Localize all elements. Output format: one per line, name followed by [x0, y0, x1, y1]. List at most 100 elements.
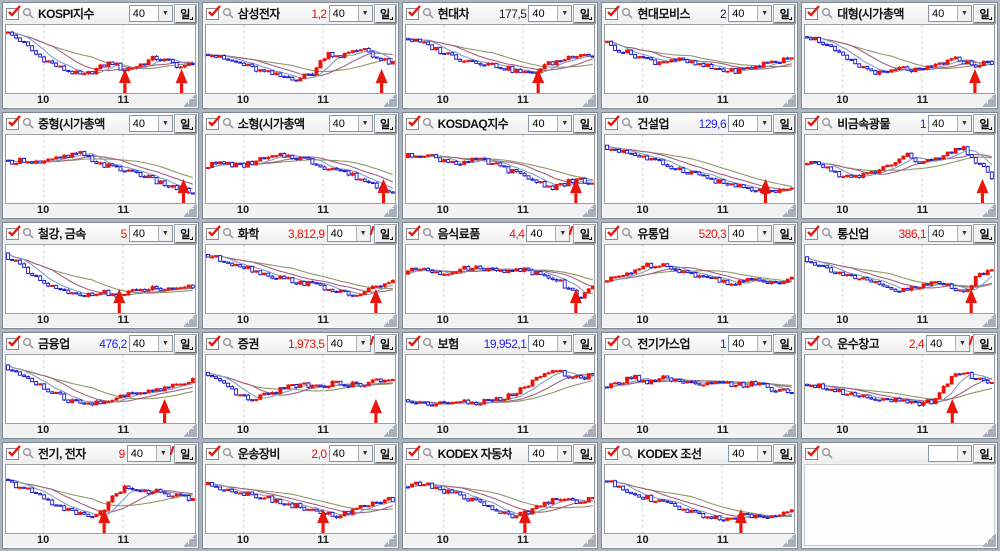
checkbox-checked-icon[interactable]: [6, 444, 21, 460]
candlestick-chart[interactable]: [404, 354, 596, 424]
search-icon[interactable]: [821, 447, 834, 460]
checkbox-checked-icon[interactable]: [605, 444, 621, 460]
candlestick-chart[interactable]: [5, 464, 196, 534]
period-dropdown[interactable]: 40 ▼: [528, 335, 573, 352]
period-dropdown[interactable]: 40 ▼: [526, 225, 571, 242]
search-icon[interactable]: [621, 447, 634, 460]
day-period-button[interactable]: 일: [173, 113, 197, 134]
candlestick-chart[interactable]: [204, 244, 396, 314]
search-icon[interactable]: [422, 117, 435, 130]
candlestick-chart[interactable]: [204, 134, 396, 204]
candlestick-chart[interactable]: [804, 354, 995, 424]
day-period-button[interactable]: 일: [573, 443, 597, 464]
day-period-button[interactable]: 일: [373, 443, 397, 464]
period-dropdown[interactable]: 40 ▼: [528, 115, 573, 132]
resize-grip[interactable]: [183, 314, 197, 327]
checkbox-checked-icon[interactable]: [605, 4, 621, 20]
day-period-button[interactable]: 일: [573, 3, 597, 24]
chevron-down-icon[interactable]: ▼: [957, 6, 971, 21]
period-dropdown[interactable]: 40 ▼: [528, 5, 573, 22]
period-dropdown[interactable]: 40 ▼: [328, 115, 373, 132]
day-period-button[interactable]: 일: [373, 223, 397, 244]
period-dropdown[interactable]: ▼: [928, 445, 972, 462]
resize-grip[interactable]: [583, 94, 597, 107]
checkbox-checked-icon[interactable]: [6, 4, 21, 20]
chevron-down-icon[interactable]: ▼: [557, 116, 572, 131]
search-icon[interactable]: [621, 7, 634, 20]
candlestick-chart[interactable]: [404, 464, 596, 534]
period-dropdown[interactable]: 40 ▼: [728, 115, 773, 132]
candlestick-chart[interactable]: [204, 354, 396, 424]
period-dropdown[interactable]: 40 ▼: [128, 115, 173, 132]
day-period-button[interactable]: 일: [373, 3, 397, 24]
resize-grip[interactable]: [383, 534, 397, 547]
search-icon[interactable]: [621, 337, 634, 350]
resize-grip[interactable]: [183, 534, 197, 547]
search-icon[interactable]: [621, 227, 634, 240]
checkbox-checked-icon[interactable]: [205, 334, 221, 350]
chevron-down-icon[interactable]: ▼: [757, 6, 772, 21]
period-dropdown[interactable]: 40 ▼: [528, 445, 573, 462]
candlestick-chart[interactable]: [804, 24, 995, 94]
chevron-down-icon[interactable]: ▼: [957, 226, 971, 241]
period-dropdown[interactable]: 40 ▼: [326, 225, 371, 242]
resize-grip[interactable]: [583, 534, 597, 547]
search-icon[interactable]: [422, 447, 435, 460]
chevron-down-icon[interactable]: ▼: [357, 446, 372, 461]
day-period-button[interactable]: 일: [573, 113, 597, 134]
search-icon[interactable]: [22, 117, 35, 130]
search-icon[interactable]: [222, 447, 235, 460]
day-period-button[interactable]: 일: [373, 333, 397, 354]
candlestick-chart[interactable]: [404, 244, 596, 314]
chevron-down-icon[interactable]: ▼: [555, 226, 570, 241]
checkbox-checked-icon[interactable]: [805, 114, 821, 130]
resize-grip[interactable]: [983, 314, 996, 327]
period-dropdown[interactable]: 40 ▼: [926, 335, 970, 352]
chevron-down-icon[interactable]: ▼: [157, 6, 172, 21]
candlestick-chart[interactable]: [604, 24, 796, 94]
chevron-down-icon[interactable]: ▼: [957, 446, 971, 461]
search-icon[interactable]: [821, 337, 834, 350]
period-dropdown[interactable]: 40 ▼: [728, 335, 773, 352]
resize-grip[interactable]: [583, 204, 597, 217]
candlestick-chart[interactable]: [204, 24, 396, 94]
checkbox-checked-icon[interactable]: [6, 114, 21, 130]
chevron-down-icon[interactable]: ▼: [757, 446, 772, 461]
checkbox-checked-icon[interactable]: [205, 224, 221, 240]
checkbox-checked-icon[interactable]: [205, 444, 221, 460]
candlestick-chart[interactable]: [5, 134, 196, 204]
period-dropdown[interactable]: 40 ▼: [128, 5, 173, 22]
day-period-button[interactable]: 일: [773, 443, 797, 464]
resize-grip[interactable]: [383, 204, 397, 217]
search-icon[interactable]: [222, 337, 235, 350]
checkbox-checked-icon[interactable]: [405, 224, 421, 240]
day-period-button[interactable]: 일: [573, 223, 597, 244]
chevron-down-icon[interactable]: ▼: [357, 6, 372, 21]
day-period-button[interactable]: 일: [773, 113, 797, 134]
candlestick-chart[interactable]: [604, 134, 796, 204]
search-icon[interactable]: [821, 227, 834, 240]
checkbox-checked-icon[interactable]: [605, 114, 621, 130]
chevron-down-icon[interactable]: ▼: [157, 336, 172, 351]
resize-grip[interactable]: [583, 424, 597, 437]
period-dropdown[interactable]: 40 ▼: [328, 445, 373, 462]
candlestick-chart[interactable]: [5, 354, 196, 424]
search-icon[interactable]: [422, 337, 435, 350]
period-dropdown[interactable]: 40 ▼: [728, 445, 773, 462]
candlestick-chart[interactable]: [404, 24, 596, 94]
chevron-down-icon[interactable]: ▼: [757, 116, 772, 131]
candlestick-chart[interactable]: [804, 244, 995, 314]
search-icon[interactable]: [22, 7, 35, 20]
search-icon[interactable]: [22, 337, 35, 350]
resize-grip[interactable]: [983, 94, 996, 107]
day-period-button[interactable]: 일: [173, 3, 197, 24]
chevron-down-icon[interactable]: ▼: [155, 446, 170, 461]
search-icon[interactable]: [222, 227, 235, 240]
search-icon[interactable]: [821, 7, 834, 20]
checkbox-checked-icon[interactable]: [6, 334, 21, 350]
period-dropdown[interactable]: 40 ▼: [328, 5, 373, 22]
chevron-down-icon[interactable]: ▼: [557, 336, 572, 351]
checkbox-checked-icon[interactable]: [805, 334, 821, 350]
resize-grip[interactable]: [783, 314, 797, 327]
period-dropdown[interactable]: 40 ▼: [326, 335, 371, 352]
